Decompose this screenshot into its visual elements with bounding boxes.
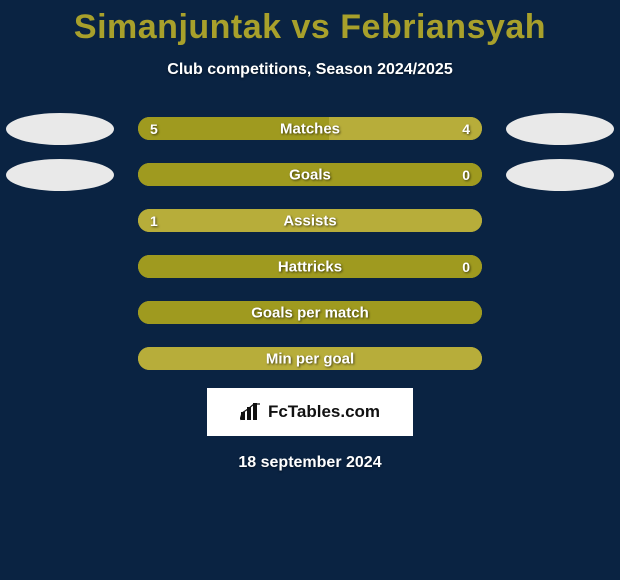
stat-bar: Min per goal (138, 347, 482, 370)
footer-date: 18 september 2024 (0, 454, 620, 472)
stat-row: Min per goal (0, 347, 620, 370)
stat-row: Hattricks0 (0, 255, 620, 278)
stat-row: Assists1 (0, 209, 620, 232)
stat-bar-right-fill (329, 117, 482, 140)
comparison-card: Simanjuntak vs Febriansyah Club competit… (0, 0, 620, 580)
brand-text: FcTables.com (268, 402, 380, 422)
club-logo-right (506, 113, 614, 145)
stat-value-left: 5 (150, 121, 158, 137)
stat-bar-right-fill (138, 209, 482, 232)
stat-row: Goals0 (0, 163, 620, 186)
stat-bar: Goals (138, 163, 482, 186)
brand-badge[interactable]: FcTables.com (207, 388, 413, 436)
stat-row: Matches5 4 (0, 117, 620, 140)
stat-bar-right-fill (138, 347, 482, 370)
club-logo-left (6, 113, 114, 145)
stat-rows: Matches54Goals0Assists1Hattricks0Goals p… (0, 117, 620, 370)
stat-bar: Goals per match (138, 301, 482, 324)
stat-bar-left-fill (138, 301, 482, 324)
stat-bar-left-fill (138, 255, 482, 278)
stat-value-right: 0 (462, 259, 470, 275)
stat-bar: Matches (138, 117, 482, 140)
subtitle: Club competitions, Season 2024/2025 (0, 61, 620, 79)
stat-value-right: 0 (462, 167, 470, 183)
club-logo-right (506, 159, 614, 191)
stat-bar: Hattricks (138, 255, 482, 278)
club-logo-left (6, 159, 114, 191)
stat-bar-left-fill (138, 163, 482, 186)
stat-row: Goals per match (0, 301, 620, 324)
bar-chart-icon (240, 403, 262, 421)
stat-value-right: 4 (462, 121, 470, 137)
stat-bar-left-fill (138, 117, 329, 140)
stat-bar: Assists (138, 209, 482, 232)
stat-value-left: 1 (150, 213, 158, 229)
page-title: Simanjuntak vs Febriansyah (0, 0, 620, 47)
